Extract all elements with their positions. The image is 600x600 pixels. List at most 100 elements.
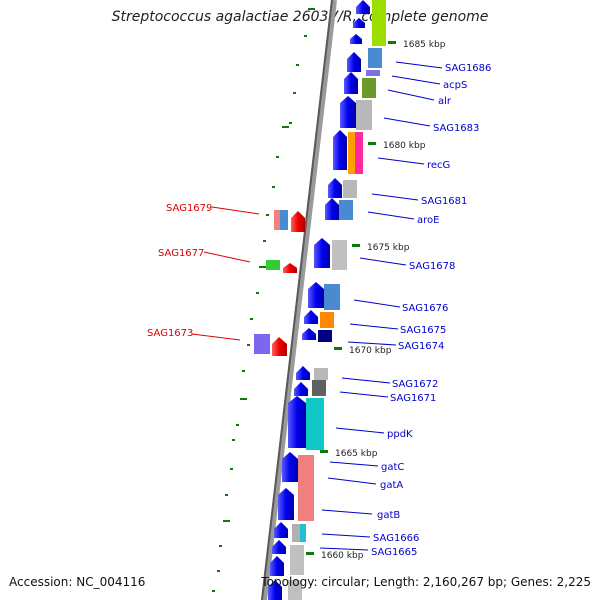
forward-strand-features (288, 0, 386, 600)
gene-leader-line (395, 61, 443, 69)
gene-label[interactable]: acpS (443, 80, 467, 91)
gene-leader-line (359, 257, 407, 266)
scale-tick (296, 64, 299, 66)
scale-tick (232, 439, 235, 441)
cog-bar (298, 455, 314, 521)
gene-label[interactable]: ppdK (387, 429, 413, 440)
forward-gene-arrow (294, 382, 308, 396)
cog-bar (372, 0, 386, 46)
gene-leader-line (335, 427, 385, 434)
cog-bar (254, 334, 270, 354)
cog-bar (266, 260, 280, 270)
scale-tick (308, 8, 315, 10)
gene-label[interactable]: SAG1673 (147, 328, 193, 339)
gene-label[interactable]: SAG1686 (445, 63, 491, 74)
cog-bar (343, 180, 357, 198)
gene-label[interactable]: SAG1675 (400, 325, 446, 336)
gene-label[interactable]: SAG1678 (409, 261, 455, 272)
forward-gene-arrow (296, 366, 310, 380)
cog-bar (355, 132, 363, 174)
position-tick (320, 450, 328, 453)
cog-bar (280, 210, 288, 230)
scale-tick (259, 266, 266, 268)
scale-tick (266, 214, 269, 216)
forward-gene-arrow (328, 178, 342, 198)
cog-bar (356, 100, 372, 130)
gene-label[interactable]: SAG1665 (371, 547, 417, 558)
scale-tick (304, 35, 307, 37)
gene-label[interactable]: recG (427, 160, 450, 171)
position-label: 1680 kbp (383, 141, 426, 151)
scale-tick (276, 156, 279, 158)
scale-tick (247, 344, 250, 346)
gene-leader-line (387, 89, 435, 101)
cog-bar (318, 330, 332, 342)
gene-label[interactable]: SAG1672 (392, 379, 438, 390)
gene-label[interactable]: SAG1676 (402, 303, 448, 314)
scale-tick (293, 92, 296, 94)
position-tick (352, 244, 360, 247)
cog-bar (339, 200, 353, 220)
cog-bar (368, 48, 382, 68)
scale-tick (263, 240, 266, 242)
gene-leader-line (349, 323, 399, 330)
forward-gene-arrow (340, 96, 356, 128)
forward-gene-arrow (270, 556, 284, 576)
cog-bar (332, 240, 347, 270)
cog-bar (290, 545, 304, 575)
position-label: 1670 kbp (349, 346, 392, 356)
scale-ticks (212, 8, 315, 592)
scale-tick (212, 590, 215, 592)
forward-gene-arrow (333, 130, 347, 170)
gene-label[interactable]: alr (438, 96, 452, 107)
gene-label[interactable]: gatC (381, 462, 404, 473)
gene-label[interactable]: SAG1681 (421, 196, 467, 207)
position-ticks: 1685 kbp 1680 kbp 1675 kbp 1670 kbp 1665 kbp… (306, 40, 446, 561)
accession-label: Accession: NC_004116 (9, 575, 146, 589)
reverse-gene-arrow (291, 211, 305, 232)
gene-label[interactable]: gatA (380, 480, 403, 491)
forward-gene-arrow (272, 540, 286, 554)
scale-tick (250, 318, 253, 320)
gene-label[interactable]: SAG1683 (433, 123, 479, 134)
gene-label[interactable]: SAG1677 (158, 248, 204, 259)
position-label: 1685 kbp (403, 40, 446, 50)
gene-leader-line (327, 477, 377, 485)
gene-label[interactable]: aroE (417, 215, 439, 226)
gene-leader-line (353, 299, 401, 308)
gene-labels: SAG1686 acpS alr SAG1683 recG SAG1681 aroE SAG1… (147, 61, 491, 558)
forward-gene-arrow (288, 396, 306, 448)
position-label: 1665 kbp (335, 449, 378, 459)
gene-label[interactable]: SAG1666 (373, 533, 419, 544)
scale-tick (240, 398, 247, 400)
gene-label[interactable]: SAG1679 (166, 203, 212, 214)
gene-label[interactable]: gatB (377, 510, 400, 521)
gene-label[interactable]: SAG1671 (390, 393, 436, 404)
position-tick (388, 41, 396, 44)
gene-leader-line (339, 391, 389, 398)
gene-leader-line (391, 75, 441, 85)
scale-tick (219, 545, 222, 547)
scale-tick (230, 468, 233, 470)
position-tick (306, 552, 314, 555)
reverse-strand-features (254, 210, 305, 356)
cog-bar (366, 70, 380, 76)
position-tick (368, 142, 376, 145)
cog-bar (292, 524, 300, 542)
gene-leader-line (321, 509, 373, 515)
gene-leader-line (203, 251, 251, 263)
cog-bar (348, 132, 356, 174)
scale-tick (282, 126, 289, 128)
gene-label[interactable]: SAG1674 (398, 341, 444, 352)
genome-summary: Topology: circular; Length: 2,160,267 bp… (261, 575, 591, 589)
forward-gene-arrow (282, 452, 298, 482)
scale-tick (225, 494, 228, 496)
cog-bar (300, 524, 306, 542)
forward-gene-arrow (356, 0, 370, 14)
map-title: Streptococcus agalactiae 2603V/R, comple… (111, 9, 489, 25)
position-label: 1660 kbp (321, 551, 364, 561)
forward-gene-arrow (304, 310, 318, 324)
forward-gene-arrow (344, 72, 358, 94)
scale-tick (289, 122, 292, 124)
forward-gene-arrow (278, 488, 294, 520)
